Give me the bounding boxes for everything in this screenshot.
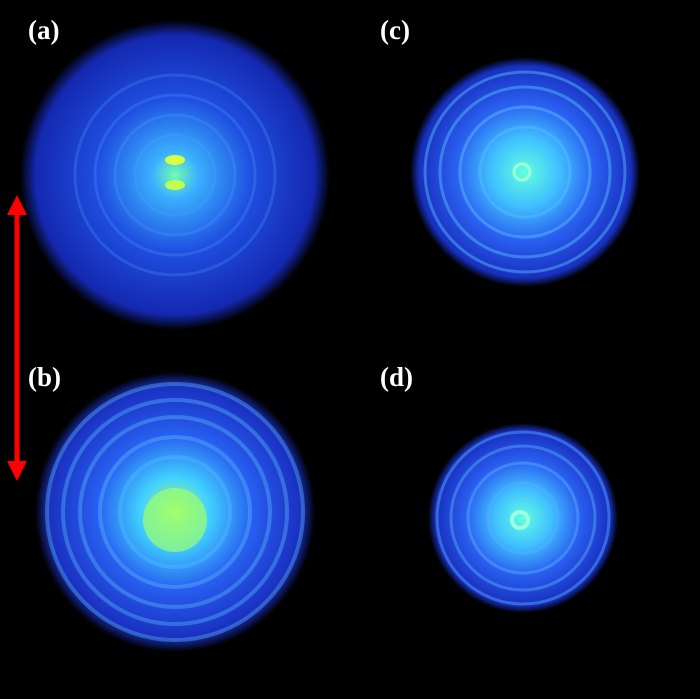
panel-a-image bbox=[20, 20, 330, 330]
panel-c-image bbox=[410, 57, 640, 287]
double-arrow bbox=[7, 195, 27, 481]
panel-label-a: (a) bbox=[28, 15, 60, 45]
panel-label-d: (d) bbox=[380, 362, 413, 392]
panel-d-image bbox=[428, 423, 618, 613]
panel-b-image bbox=[35, 372, 315, 652]
panel-label-b: (b) bbox=[28, 362, 61, 392]
panel-label-c: (c) bbox=[380, 15, 410, 45]
